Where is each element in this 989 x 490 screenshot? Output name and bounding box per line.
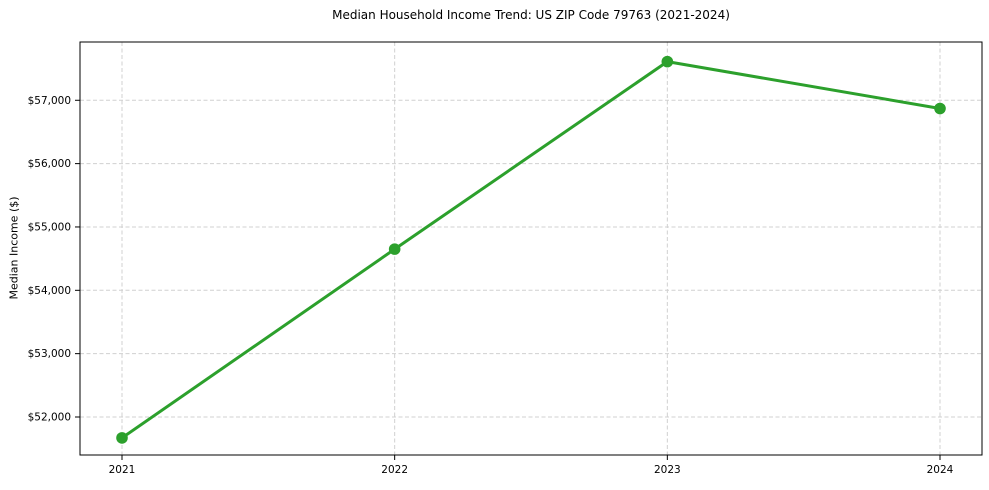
y-tick-label: $57,000 <box>28 95 71 107</box>
y-tick-labels: $52,000 $53,000 $54,000 $55,000 $56,000 $57,0… <box>28 95 71 424</box>
gridlines <box>80 42 982 455</box>
y-tick-label: $55,000 <box>28 221 71 233</box>
data-points <box>116 55 946 444</box>
chart-title: Median Household Income Trend: US ZIP Co… <box>332 8 730 22</box>
x-tick-labels: 2021 2022 2023 2024 <box>109 464 954 476</box>
data-point-2024 <box>934 102 946 115</box>
x-tick-label: 2024 <box>927 464 954 476</box>
data-point-2022 <box>388 243 401 255</box>
y-tick-label: $56,000 <box>28 158 71 170</box>
data-point-2021 <box>116 432 128 444</box>
data-point-2023 <box>661 55 674 68</box>
x-tick-label: 2023 <box>654 464 681 476</box>
y-tick-label: $53,000 <box>28 348 71 360</box>
x-tick-label: 2021 <box>109 464 136 476</box>
y-tick-label: $52,000 <box>28 411 71 423</box>
trend-line <box>120 60 942 440</box>
y-tick-label: $54,000 <box>28 285 71 297</box>
x-tick-label: 2022 <box>381 464 408 476</box>
axes-box <box>79 41 983 456</box>
tick-marks <box>75 99 941 460</box>
